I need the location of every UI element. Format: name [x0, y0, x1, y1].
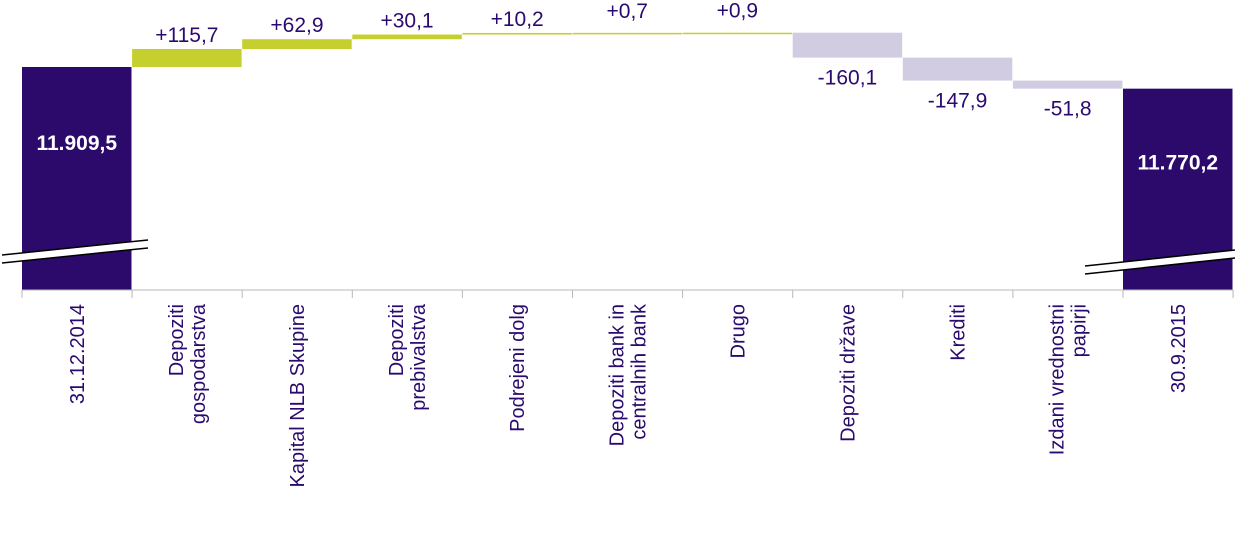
category-label: Podrejeni dolg	[507, 304, 529, 432]
category-label: Depoziti prebivalstva	[386, 303, 430, 411]
data-label: +0,7	[607, 0, 648, 23]
increase-bar	[352, 34, 462, 40]
category-label-line: Kapital NLB Skupine	[287, 304, 309, 487]
category-label-line: Depoziti	[386, 304, 408, 376]
category-label: Drugo	[727, 304, 749, 358]
increase-bar	[242, 39, 352, 50]
increase-bar	[132, 49, 242, 67]
category-label: Depoziti gospodarstva	[166, 303, 210, 424]
category-label-line: prebivalstva	[408, 303, 430, 411]
data-label: -160,1	[818, 67, 878, 90]
category-label: Kapital NLB Skupine	[287, 304, 309, 487]
decrease-bar	[792, 32, 903, 58]
category-label-line: gospodarstva	[188, 303, 210, 424]
category-label: Depoziti bank in centralnih bank	[606, 303, 650, 446]
category-label: Depoziti države	[837, 304, 859, 442]
category-label: Krediti	[948, 304, 970, 361]
category-label-line: Depoziti	[166, 304, 188, 376]
category-label-line: 31.12.2014	[67, 304, 89, 404]
category-label: Izdani vrednostni papirji	[1047, 304, 1091, 455]
decrease-bar	[902, 57, 1013, 81]
category-label-line: Izdani vrednostni	[1047, 304, 1069, 455]
category-label-line: papirji	[1069, 304, 1091, 357]
category-label: 30.9.2015	[1168, 304, 1190, 393]
data-label: -51,8	[1044, 98, 1092, 121]
category-label-line: Podrejeni dolg	[507, 304, 529, 432]
category-label: 31.12.2014	[67, 304, 89, 404]
category-label-line: Depoziti bank in	[606, 304, 628, 446]
data-label: +30,1	[380, 10, 433, 33]
axis-break-icon	[1, 239, 149, 264]
data-label: +0,9	[717, 0, 758, 23]
increase-bar	[572, 32, 682, 35]
data-label: 11.909,5	[36, 132, 117, 155]
category-label-line: 30.9.2015	[1168, 304, 1190, 393]
axis-break-icon	[1084, 249, 1236, 275]
data-label: 11.770,2	[1137, 152, 1218, 175]
data-label: +115,7	[155, 24, 218, 47]
data-label: +62,9	[270, 14, 323, 37]
category-label-line: Krediti	[948, 304, 970, 361]
increase-bar	[462, 32, 572, 35]
category-label-line: centralnih bank	[628, 303, 650, 440]
decrease-bar	[1012, 80, 1123, 89]
category-label-line: Depoziti države	[837, 304, 859, 442]
increase-bar	[682, 32, 793, 35]
data-label: +10,2	[491, 8, 544, 31]
data-label: -147,9	[928, 90, 988, 113]
category-label-line: Drugo	[727, 304, 749, 358]
